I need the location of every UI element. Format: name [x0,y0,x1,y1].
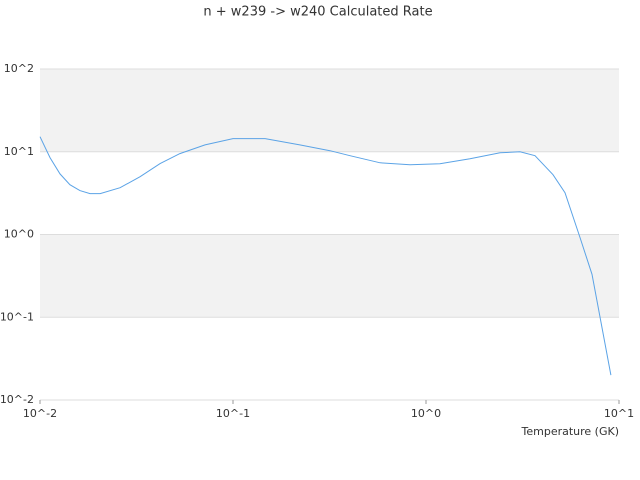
y-tick-label: 10^0 [4,228,34,241]
x-tick-label: 10^1 [604,407,634,420]
grid-band [40,234,619,318]
x-tick-label: 10^-1 [216,407,250,420]
grid-band [40,151,619,235]
grid-band [40,317,619,400]
y-tick-label: 10^-2 [0,393,34,406]
x-axis-label: Temperature (GK) [521,425,620,438]
x-tick-label: 10^0 [411,407,441,420]
chart-title: n + w239 -> w240 Calculated Rate [203,5,432,20]
y-tick-label: 10^2 [4,62,34,75]
y-tick-label: 10^1 [4,145,34,158]
line [39,136,612,376]
y-tick-label: 10^-1 [0,310,34,323]
x-tick-label: 10^-2 [23,407,57,420]
grid-band [40,69,619,152]
